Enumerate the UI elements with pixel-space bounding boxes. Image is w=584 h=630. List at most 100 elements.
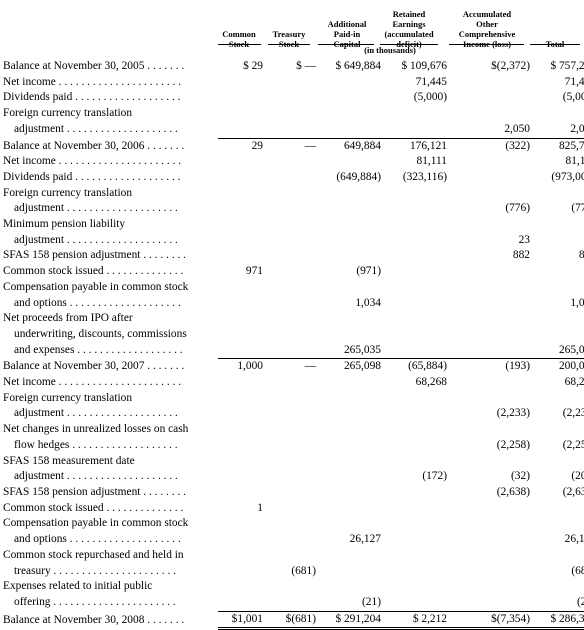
cell-total [533,454,584,470]
header-line: Common [222,29,256,39]
cell-retained-earnings [384,406,450,422]
cell-total [533,391,584,407]
cell-retained-earnings [384,201,450,217]
row-label: Net income . . . . . . . . . . . . . . .… [3,75,182,88]
cell-common-stock [218,454,266,470]
cell-apic [319,516,384,532]
row-label: Minimum pension liability [3,218,126,231]
cell-retained-earnings [384,548,450,564]
cell-apic [319,501,384,517]
table-row: Common stock repurchased and held in [3,548,584,564]
cell-aoci [450,280,533,296]
table-row: Net income . . . . . . . . . . . . . . .… [3,75,584,91]
cell-treasury-stock: — [266,137,319,155]
cell-aoci [450,391,533,407]
table-row: Dividends paid . . . . . . . . . . . . .… [3,170,584,186]
cell-treasury-stock [266,485,319,501]
table-row: Balance at November 30, 2005 . . . . . .… [3,59,584,75]
table-row: Foreign currency translation [3,391,584,407]
cell-total: 1 [533,501,584,517]
cell-retained-earnings [384,422,450,438]
cell-treasury-stock [266,186,319,202]
cell-treasury-stock: $(681) [266,610,319,630]
cell-aoci [450,375,533,391]
cell-treasury-stock [266,406,319,422]
cell-aoci [450,422,533,438]
cell-common-stock [218,469,266,485]
cell-apic [319,564,384,580]
cell-treasury-stock [266,327,319,343]
table-row: Balance at November 30, 2006 . . . . . .… [3,137,584,155]
cell-aoci [450,296,533,312]
cell-total [533,106,584,122]
table-row: adjustment . . . . . . . . . . . . . . .… [3,233,584,249]
cell-retained-earnings [384,186,450,202]
cell-treasury-stock [266,154,319,170]
cell-total: $ 757,217 [550,60,584,72]
cell-apic [319,438,384,454]
header-line: Paid-in [333,29,361,39]
cell-apic [319,579,384,595]
cell-retained-earnings [384,280,450,296]
cell-retained-earnings [384,233,450,249]
cell-aoci [450,327,533,343]
cell-total [533,217,584,233]
row-label: Expenses related to initial public [3,580,153,593]
cell-aoci [450,454,533,470]
cell-retained-earnings [384,311,450,327]
cell-aoci [450,90,533,106]
row-label: and options . . . . . . . . . . . . . . … [14,296,181,309]
cell-total [533,186,584,202]
cell-retained-earnings [384,564,450,580]
table-row: Compensation payable in common stock [3,280,584,296]
row-label: Net proceeds from IPO after [3,312,133,325]
cell-retained-earnings: 68,268 [415,376,447,389]
cell-apic: 1,034 [355,296,381,309]
table-row: Dividends paid . . . . . . . . . . . . .… [3,90,584,106]
header-rule [268,44,310,45]
cell-common-stock [218,548,266,564]
cell-retained-earnings [384,327,450,343]
cell-apic: (21) [362,595,381,608]
row-label: Common stock issued . . . . . . . . . . … [3,501,184,514]
row-label: Compensation payable in common stock [3,280,189,293]
cell-apic [319,375,384,391]
cell-retained-earnings: $ 109,676 [401,60,447,72]
cell-common-stock [218,516,266,532]
row-label: adjustment . . . . . . . . . . . . . . .… [14,123,178,136]
table-row: adjustment . . . . . . . . . . . . . . .… [3,406,584,422]
cell-common-stock [218,154,266,170]
table-row: Net changes in unrealized losses on cash [3,422,584,438]
cell-retained-earnings [384,122,450,138]
cell-aoci: $(2,372) [491,60,530,72]
header-line: Comprehensive [458,29,516,39]
cell-treasury-stock: — [266,358,319,376]
cell-treasury-stock [266,438,319,454]
cell-common-stock [218,343,266,359]
cell-common-stock [218,75,266,91]
cell-total: (776) [571,202,584,215]
cell-common-stock [218,406,266,422]
row-label: underwriting, discounts, commissions [14,327,187,340]
cell-retained-earnings [384,391,450,407]
row-label: adjustment . . . . . . . . . . . . . . .… [14,407,178,420]
cell-treasury-stock [266,391,319,407]
cell-aoci: 882 [512,249,530,262]
cell-aoci [450,311,533,327]
cell-retained-earnings: (172) [422,470,447,483]
header-line: Treasury [272,29,306,39]
cell-treasury-stock [266,248,319,264]
row-label: adjustment . . . . . . . . . . . . . . .… [14,470,178,483]
cell-treasury-stock [266,106,319,122]
cell-aoci [450,532,533,548]
cell-retained-earnings [384,516,450,532]
cell-aoci: (2,258) [496,438,530,451]
cell-apic [319,327,384,343]
cell-common-stock: $ 29 [243,60,263,72]
cell-total [533,327,584,343]
row-label: treasury . . . . . . . . . . . . . . . .… [14,564,176,577]
row-label: SFAS 158 pension adjustment . . . . . . … [3,485,186,498]
equity-table: Balance at November 30, 2005 . . . . . .… [3,59,584,630]
cell-total: 2,050 [570,122,584,135]
